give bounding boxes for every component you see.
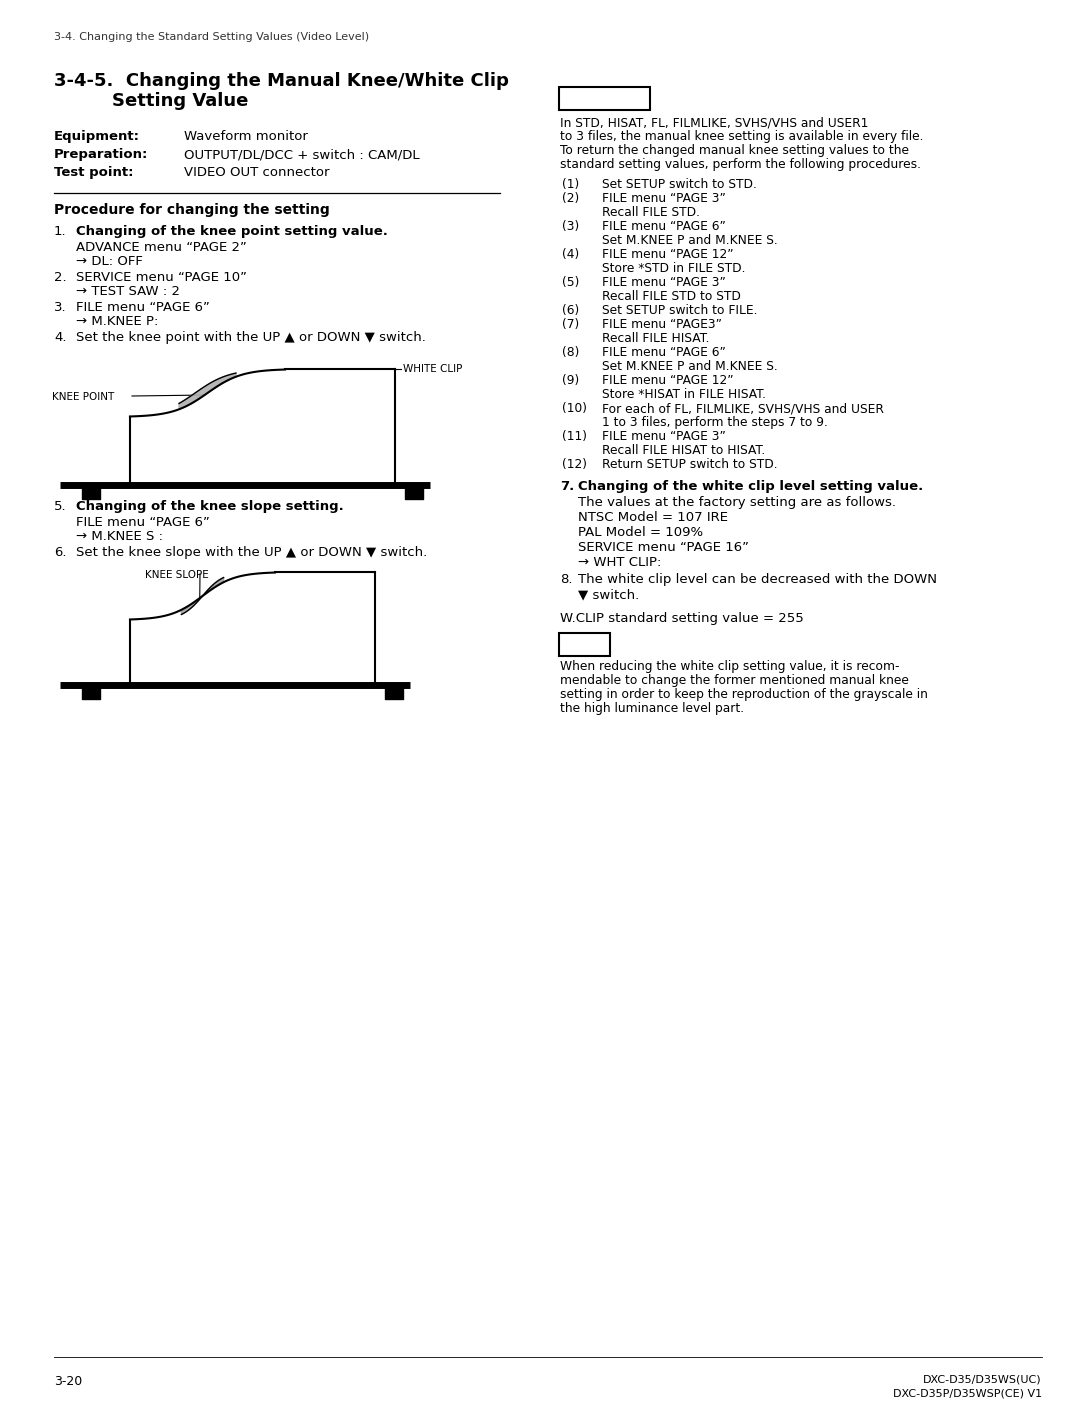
Text: FILE menu “PAGE 6”: FILE menu “PAGE 6” (76, 516, 210, 529)
Text: setting in order to keep the reproduction of the grayscale in: setting in order to keep the reproductio… (561, 688, 928, 701)
Text: Set SETUP switch to FILE.: Set SETUP switch to FILE. (602, 304, 757, 317)
Text: (4): (4) (562, 248, 579, 262)
Text: 5.: 5. (54, 499, 67, 514)
FancyBboxPatch shape (558, 86, 649, 110)
Text: ADVANCE menu “PAGE 2”: ADVANCE menu “PAGE 2” (76, 241, 247, 255)
Text: 2.: 2. (54, 272, 67, 284)
Text: 3-20: 3-20 (54, 1375, 82, 1387)
Text: Changing of the knee point setting value.: Changing of the knee point setting value… (76, 225, 388, 238)
Text: Set SETUP switch to STD.: Set SETUP switch to STD. (602, 179, 757, 191)
Text: 6.: 6. (54, 546, 67, 559)
Text: 1.: 1. (54, 225, 67, 238)
Text: SERVICE menu “PAGE 16”: SERVICE menu “PAGE 16” (578, 542, 750, 554)
Text: WHITE CLIP: WHITE CLIP (403, 364, 462, 374)
Text: Preparation:: Preparation: (54, 148, 148, 160)
Text: Changing of the white clip level setting value.: Changing of the white clip level setting… (578, 480, 923, 492)
Text: The white clip level can be decreased with the DOWN: The white clip level can be decreased wi… (578, 573, 937, 585)
Text: (1): (1) (562, 179, 579, 191)
Text: Changing of the knee slope setting.: Changing of the knee slope setting. (76, 499, 343, 514)
Text: 3-4-5.  Changing the Manual Knee/White Clip: 3-4-5. Changing the Manual Knee/White Cl… (54, 72, 509, 90)
Text: standard setting values, perform the following procedures.: standard setting values, perform the fol… (561, 158, 921, 172)
Text: FILE menu “PAGE 3”: FILE menu “PAGE 3” (602, 276, 726, 288)
Text: ▼ switch.: ▼ switch. (578, 588, 639, 601)
Text: (6): (6) (562, 304, 579, 317)
Text: 7.: 7. (561, 480, 575, 492)
Text: Recall FILE HISAT.: Recall FILE HISAT. (602, 332, 710, 345)
Text: Set the knee slope with the UP ▲ or DOWN ▼ switch.: Set the knee slope with the UP ▲ or DOWN… (76, 546, 428, 559)
Text: SERVICE menu “PAGE 10”: SERVICE menu “PAGE 10” (76, 272, 247, 284)
Text: Recall FILE STD to STD: Recall FILE STD to STD (602, 290, 741, 303)
Text: the high luminance level part.: the high luminance level part. (561, 702, 744, 715)
Polygon shape (181, 577, 224, 615)
Text: Setting Value: Setting Value (112, 91, 248, 110)
Text: 3-4. Changing the Standard Setting Values (Video Level): 3-4. Changing the Standard Setting Value… (54, 32, 369, 42)
Text: In STD, HISAT, FL, FILMLIKE, SVHS/VHS and USER1: In STD, HISAT, FL, FILMLIKE, SVHS/VHS an… (561, 115, 868, 129)
Text: → M.KNEE S :: → M.KNEE S : (76, 530, 163, 543)
Text: mendable to change the former mentioned manual knee: mendable to change the former mentioned … (561, 674, 909, 687)
Text: FILE menu “PAGE 3”: FILE menu “PAGE 3” (602, 191, 726, 205)
Text: → M.KNEE P:: → M.KNEE P: (76, 315, 159, 328)
Text: Test point:: Test point: (54, 166, 134, 179)
Text: FILE menu “PAGE 6”: FILE menu “PAGE 6” (76, 301, 210, 314)
Text: DXC-D35P/D35WSP(CE) V1: DXC-D35P/D35WSP(CE) V1 (893, 1387, 1042, 1399)
Text: KNEE POINT: KNEE POINT (52, 393, 114, 402)
Text: FILE menu “PAGE 6”: FILE menu “PAGE 6” (602, 346, 726, 359)
Text: VIDEO OUT connector: VIDEO OUT connector (184, 166, 329, 179)
Text: 3.: 3. (54, 301, 67, 314)
Text: (7): (7) (562, 318, 579, 331)
Text: For each of FL, FILMLIKE, SVHS/VHS and USER: For each of FL, FILMLIKE, SVHS/VHS and U… (602, 402, 883, 415)
Text: When reducing the white clip setting value, it is recom-: When reducing the white clip setting val… (561, 660, 900, 673)
Text: Recall FILE STD.: Recall FILE STD. (602, 205, 700, 219)
Polygon shape (179, 373, 235, 409)
Text: (9): (9) (562, 374, 579, 387)
Text: Waveform monitor: Waveform monitor (184, 129, 308, 144)
Text: FILE menu “PAGE 6”: FILE menu “PAGE 6” (602, 219, 726, 234)
Text: 1 to 3 files, perform the steps 7 to 9.: 1 to 3 files, perform the steps 7 to 9. (602, 416, 828, 429)
Text: → DL: OFF: → DL: OFF (76, 255, 143, 267)
Text: To return the changed manual knee setting values to the: To return the changed manual knee settin… (561, 144, 909, 158)
Text: PAL Model = 109%: PAL Model = 109% (578, 526, 703, 539)
Text: KNEE SLOPE: KNEE SLOPE (145, 570, 208, 580)
Text: FILE menu “PAGE 12”: FILE menu “PAGE 12” (602, 248, 733, 262)
Text: 8.: 8. (561, 573, 572, 585)
Text: Set the knee point with the UP ▲ or DOWN ▼ switch.: Set the knee point with the UP ▲ or DOWN… (76, 331, 426, 343)
Text: FILE menu “PAGE 12”: FILE menu “PAGE 12” (602, 374, 733, 387)
Text: Store *STD in FILE STD.: Store *STD in FILE STD. (602, 262, 745, 274)
Text: Store *HISAT in FILE HISAT.: Store *HISAT in FILE HISAT. (602, 388, 766, 401)
Text: Procedure for changing the setting: Procedure for changing the setting (54, 203, 329, 217)
Text: Recall FILE HISAT to HISAT.: Recall FILE HISAT to HISAT. (602, 445, 766, 457)
Text: Reference: Reference (564, 90, 635, 103)
Text: → TEST SAW : 2: → TEST SAW : 2 (76, 286, 180, 298)
FancyBboxPatch shape (558, 633, 609, 656)
Text: Equipment:: Equipment: (54, 129, 140, 144)
Text: Note: Note (564, 636, 597, 649)
Text: NTSC Model = 107 IRE: NTSC Model = 107 IRE (578, 511, 728, 523)
Text: Return SETUP switch to STD.: Return SETUP switch to STD. (602, 459, 778, 471)
Text: to 3 files, the manual knee setting is available in every file.: to 3 files, the manual knee setting is a… (561, 129, 923, 144)
Text: OUTPUT/DL/DCC + switch : CAM/DL: OUTPUT/DL/DCC + switch : CAM/DL (184, 148, 420, 160)
Text: The values at the factory setting are as follows.: The values at the factory setting are as… (578, 497, 896, 509)
Text: FILE menu “PAGE 3”: FILE menu “PAGE 3” (602, 431, 726, 443)
Text: (5): (5) (562, 276, 579, 288)
Text: (10): (10) (562, 402, 588, 415)
Text: → WHT CLIP:: → WHT CLIP: (578, 556, 661, 568)
Text: Set M.KNEE P and M.KNEE S.: Set M.KNEE P and M.KNEE S. (602, 234, 778, 248)
Text: (2): (2) (562, 191, 579, 205)
Text: (12): (12) (562, 459, 588, 471)
Text: FILE menu “PAGE3”: FILE menu “PAGE3” (602, 318, 723, 331)
Text: DXC-D35/D35WS(UC): DXC-D35/D35WS(UC) (923, 1375, 1042, 1384)
Text: (3): (3) (562, 219, 579, 234)
Text: W.CLIP standard setting value = 255: W.CLIP standard setting value = 255 (561, 612, 804, 625)
Text: (8): (8) (562, 346, 579, 359)
Text: Set M.KNEE P and M.KNEE S.: Set M.KNEE P and M.KNEE S. (602, 360, 778, 373)
Text: (11): (11) (562, 431, 588, 443)
Text: 4.: 4. (54, 331, 67, 343)
